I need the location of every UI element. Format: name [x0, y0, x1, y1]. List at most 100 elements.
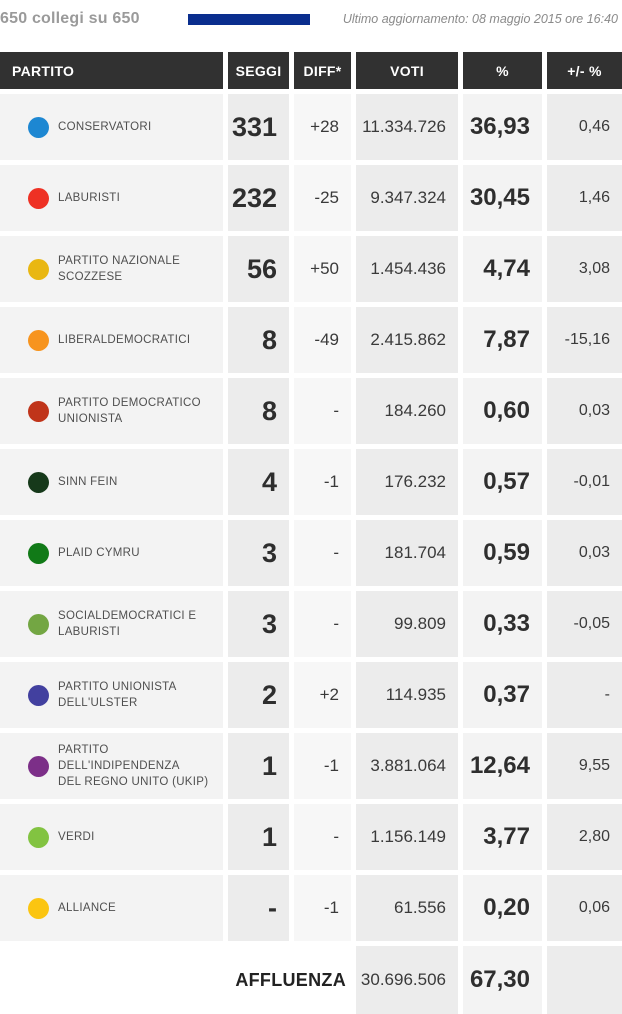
party-color-dot: [28, 329, 49, 351]
party-cell: PARTITO DELL'INDIPENDENZA DEL REGNO UNIT…: [0, 733, 223, 799]
seats-cell: 4: [228, 449, 289, 515]
header-cell-delta: +/- %: [547, 52, 622, 89]
party-name: ALLIANCE: [58, 901, 117, 914]
percent-cell: 3,77: [463, 804, 542, 870]
party-cell: SINN FEIN: [0, 449, 223, 515]
party-cell: PARTITO UNIONISTA DELL'ULSTER: [0, 662, 223, 728]
party-color-dot: [28, 116, 49, 138]
delta-cell: 0,03: [547, 520, 622, 586]
header-cell-percent: %: [463, 52, 542, 89]
votes-cell: 11.334.726: [356, 94, 458, 160]
header-cell-partito: PARTITO: [0, 52, 223, 89]
votes-cell: 9.347.324: [356, 165, 458, 231]
party-color-dot: [28, 400, 49, 422]
seats-cell: 2: [228, 662, 289, 728]
party-color-dot: [28, 542, 49, 564]
diff-cell: -: [294, 520, 351, 586]
delta-cell: -0,01: [547, 449, 622, 515]
votes-cell: 1.454.436: [356, 236, 458, 302]
diff-cell: -1: [294, 875, 351, 941]
party-cell: LIBERALDEMOCRATICI: [0, 307, 223, 373]
affluenza-percent-cell: 67,30: [463, 946, 542, 1014]
percent-cell: 4,74: [463, 236, 542, 302]
votes-cell: 176.232: [356, 449, 458, 515]
affluenza-label: AFFLUENZA: [0, 946, 351, 1014]
progress-label: 650 collegi su 650: [0, 10, 140, 27]
party-name: PARTITO DELL'INDIPENDENZA DEL REGNO UNIT…: [58, 743, 209, 789]
party-color-dot: [28, 755, 49, 777]
party-name: PLAID CYMRU: [58, 546, 140, 559]
party-color-dot: [28, 897, 49, 919]
percent-cell: 0,37: [463, 662, 542, 728]
party-color-dot: [28, 471, 49, 493]
votes-cell: 184.260: [356, 378, 458, 444]
party-color-dot: [28, 258, 49, 280]
party-name: PARTITO DEMOCRATICO UNIONISTA: [58, 396, 201, 425]
votes-cell: 61.556: [356, 875, 458, 941]
party-name: SINN FEIN: [58, 475, 118, 488]
seats-cell: 1: [228, 804, 289, 870]
seats-cell: 3: [228, 591, 289, 657]
percent-cell: 30,45: [463, 165, 542, 231]
party-name: PARTITO NAZIONALE SCOZZESE: [58, 254, 181, 283]
percent-cell: 7,87: [463, 307, 542, 373]
affluenza-delta-cell: [547, 946, 622, 1014]
last-update-text: Ultimo aggiornamento: 08 maggio 2015 ore…: [342, 12, 618, 26]
progress-bar: [188, 14, 310, 25]
affluenza-votes-cell: 30.696.506: [356, 946, 458, 1014]
seats-cell: 3: [228, 520, 289, 586]
votes-cell: 114.935: [356, 662, 458, 728]
delta-cell: 0,06: [547, 875, 622, 941]
party-name: VERDI: [58, 830, 95, 843]
party-cell: VERDI: [0, 804, 223, 870]
seats-cell: 8: [228, 307, 289, 373]
diff-cell: -1: [294, 733, 351, 799]
header-cell-seggi: SEGGI: [228, 52, 289, 89]
delta-cell: -15,16: [547, 307, 622, 373]
seats-cell: 1: [228, 733, 289, 799]
delta-cell: 1,46: [547, 165, 622, 231]
diff-cell: -49: [294, 307, 351, 373]
diff-cell: +2: [294, 662, 351, 728]
party-name: SOCIALDEMOCRATICI E LABURISTI: [58, 609, 197, 638]
seats-cell: 56: [228, 236, 289, 302]
votes-cell: 3.881.064: [356, 733, 458, 799]
results-table: PARTITO SEGGI DIFF* VOTI % +/- % CONSERV…: [0, 52, 622, 1014]
votes-cell: 99.809: [356, 591, 458, 657]
party-cell: PARTITO NAZIONALE SCOZZESE: [0, 236, 223, 302]
percent-cell: 0,60: [463, 378, 542, 444]
party-cell: ALLIANCE: [0, 875, 223, 941]
delta-cell: 9,55: [547, 733, 622, 799]
diff-cell: -: [294, 378, 351, 444]
diff-cell: +50: [294, 236, 351, 302]
party-color-dot: [28, 613, 49, 635]
percent-cell: 0,57: [463, 449, 542, 515]
party-color-dot: [28, 187, 49, 209]
party-name: LABURISTI: [58, 191, 121, 204]
delta-cell: -: [547, 662, 622, 728]
diff-cell: -25: [294, 165, 351, 231]
party-name: CONSERVATORI: [58, 120, 152, 133]
percent-cell: 0,59: [463, 520, 542, 586]
party-color-dot: [28, 826, 49, 848]
party-name: PARTITO UNIONISTA DELL'ULSTER: [58, 680, 177, 709]
party-cell: LABURISTI: [0, 165, 223, 231]
delta-cell: -0,05: [547, 591, 622, 657]
diff-cell: -: [294, 804, 351, 870]
diff-cell: -1: [294, 449, 351, 515]
percent-cell: 0,20: [463, 875, 542, 941]
votes-cell: 181.704: [356, 520, 458, 586]
party-cell: SOCIALDEMOCRATICI E LABURISTI: [0, 591, 223, 657]
seats-cell: 232: [228, 165, 289, 231]
votes-cell: 1.156.149: [356, 804, 458, 870]
percent-cell: 36,93: [463, 94, 542, 160]
header-cell-voti: VOTI: [356, 52, 458, 89]
diff-cell: +28: [294, 94, 351, 160]
diff-cell: -: [294, 591, 351, 657]
votes-cell: 2.415.862: [356, 307, 458, 373]
party-color-dot: [28, 684, 49, 706]
seats-cell: 331: [228, 94, 289, 160]
seats-cell: 8: [228, 378, 289, 444]
delta-cell: 0,46: [547, 94, 622, 160]
party-name: LIBERALDEMOCRATICI: [58, 333, 191, 346]
